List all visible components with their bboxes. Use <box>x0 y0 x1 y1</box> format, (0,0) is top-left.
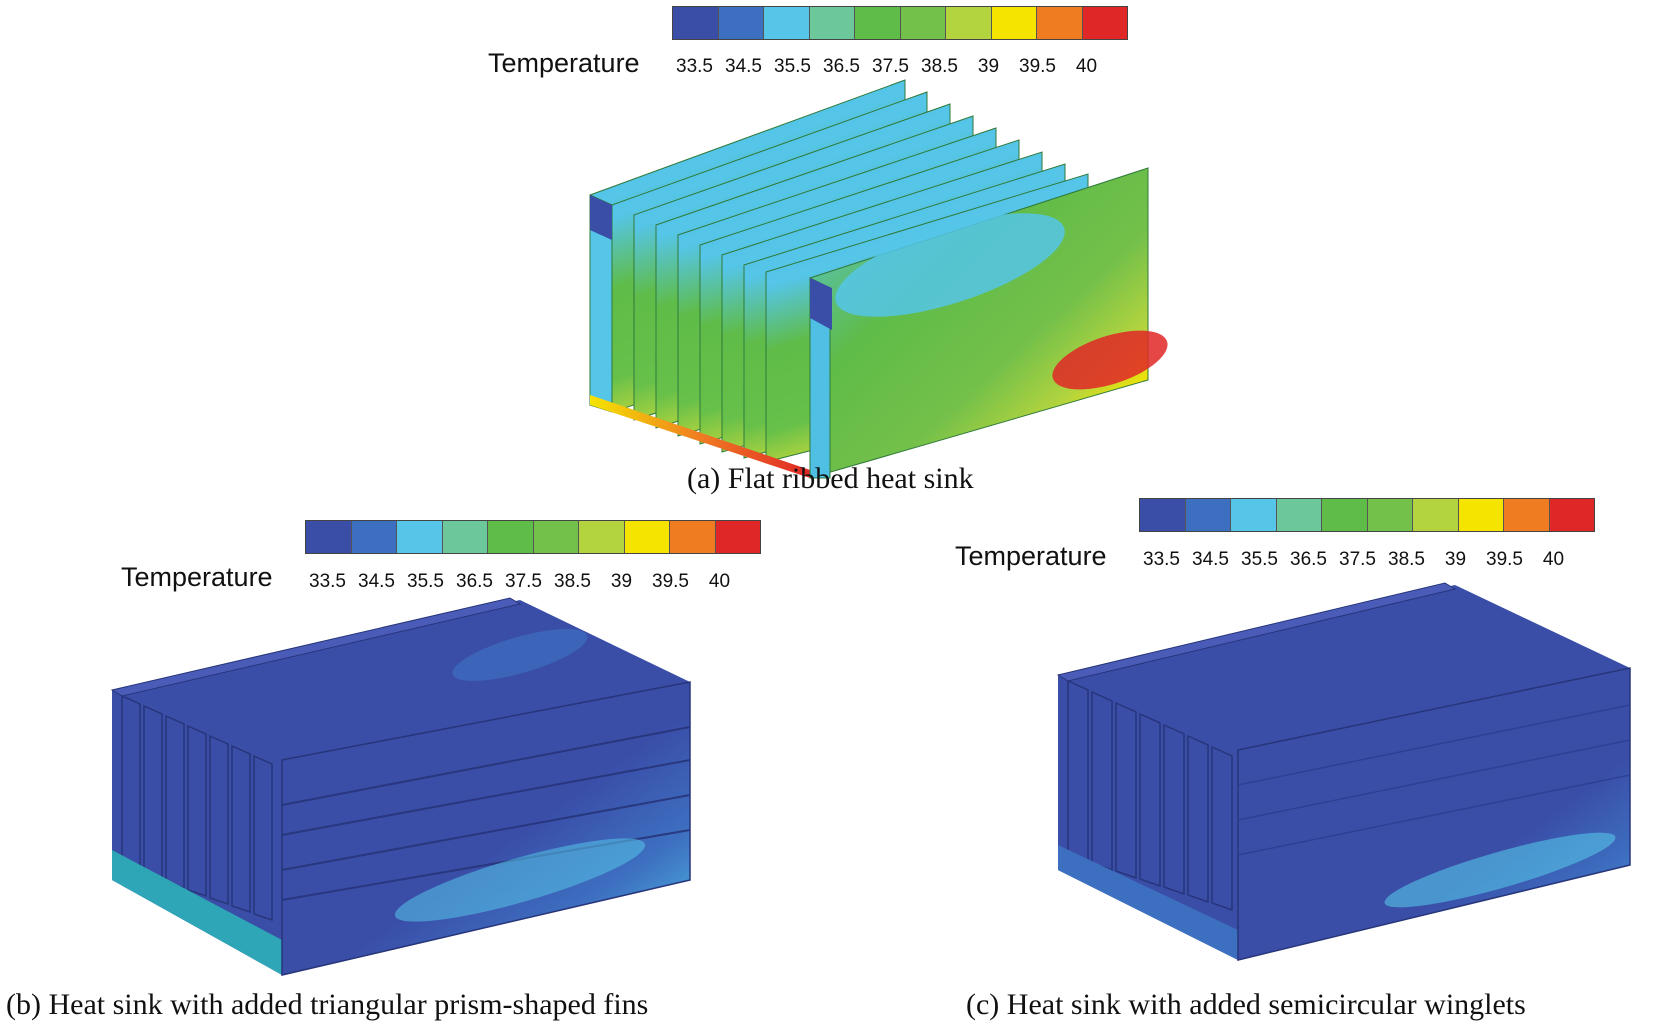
colorbar-swatch <box>1082 7 1127 39</box>
colorbar-tick-label: 35.5 <box>407 571 444 592</box>
colorbar-tick-label: 33.5 <box>309 571 346 592</box>
colorbar-swatch <box>1037 7 1083 39</box>
colorbar-swatch <box>442 521 488 553</box>
colorbar-tick-label: 39.5 <box>1019 56 1056 77</box>
colorbar-tick-label: 34.5 <box>358 571 395 592</box>
colorbar-tick-label: 36.5 <box>1290 549 1327 570</box>
colorbar-swatch <box>715 521 760 553</box>
colorbar-swatch <box>1504 499 1550 531</box>
colorbar-tick-label: 39 <box>610 571 633 592</box>
colorbar-swatch <box>1549 499 1594 531</box>
colorbar-swatch <box>1413 499 1459 531</box>
colorbar-swatch <box>1322 499 1368 531</box>
colorbar-swatch <box>533 521 579 553</box>
colorbar-swatch <box>855 7 901 39</box>
colorbar-swatch <box>809 7 855 39</box>
caption-c: (c) Heat sink with added semicircular wi… <box>966 988 1526 1021</box>
colorbar-swatch <box>1276 499 1322 531</box>
fins-a <box>589 79 1168 479</box>
colorbar-tick-label: 39 <box>977 56 1000 77</box>
colorbar-tick-label: 37.5 <box>872 56 909 77</box>
colorbar-tick-label: 34.5 <box>1192 549 1229 570</box>
colorbar-swatch <box>1367 499 1413 531</box>
colorbar-tick-label: 37.5 <box>505 571 542 592</box>
legend-title-c: Temperature <box>955 541 1107 571</box>
colorbar-b <box>305 520 761 554</box>
colorbar-tick-label: 35.5 <box>1241 549 1278 570</box>
colorbar-swatch <box>764 7 810 39</box>
colorbar-tick-label: 38.5 <box>921 56 958 77</box>
colorbar-swatch <box>670 521 716 553</box>
colorbar-swatch <box>1458 499 1504 531</box>
colorbar-tick-label: 33.5 <box>676 56 713 77</box>
colorbar-swatch <box>900 7 946 39</box>
colorbar-tick-label: 34.5 <box>725 56 762 77</box>
colorbar-tick-label: 35.5 <box>774 56 811 77</box>
caption-a: (a) Flat ribbed heat sink <box>687 462 974 495</box>
legend-title-b: Temperature <box>121 562 273 592</box>
legend-title-a: Temperature <box>488 48 640 78</box>
fins-c <box>1056 582 1631 961</box>
colorbar-swatch <box>579 521 625 553</box>
colorbar-tick-label: 38.5 <box>554 571 591 592</box>
colorbar-tick-label: 39.5 <box>1486 549 1523 570</box>
colorbar-swatch <box>488 521 534 553</box>
colorbar-swatch <box>1140 499 1186 531</box>
colorbar-swatch <box>397 521 443 553</box>
colorbar-swatch <box>351 521 397 553</box>
caption-b: (b) Heat sink with added triangular pris… <box>6 988 649 1021</box>
colorbar-swatch <box>673 7 719 39</box>
colorbar-c <box>1139 498 1595 532</box>
colorbar-swatch <box>1231 499 1277 531</box>
colorbar-swatch <box>946 7 992 39</box>
colorbar-tick-label: 40 <box>1075 56 1098 77</box>
colorbar-tick-label: 36.5 <box>823 56 860 77</box>
colorbar-a <box>672 6 1128 40</box>
colorbar-swatch <box>624 521 670 553</box>
colorbar-tick-label: 39 <box>1444 549 1467 570</box>
fins-b <box>110 597 691 976</box>
colorbar-tick-label: 37.5 <box>1339 549 1376 570</box>
colorbar-swatch <box>718 7 764 39</box>
colorbar-tick-label: 40 <box>1542 549 1565 570</box>
colorbar-ticks-b: 33.5 34.5 35.5 36.5 37.5 38.5 39 39.5 40 <box>303 571 744 593</box>
colorbar-tick-label: 36.5 <box>456 571 493 592</box>
colorbar-tick-label: 40 <box>708 571 731 592</box>
colorbar-tick-label: 33.5 <box>1143 549 1180 570</box>
colorbar-swatch <box>1185 499 1231 531</box>
colorbar-ticks-a: 33.5 34.5 35.5 36.5 37.5 38.5 39 39.5 40 <box>670 56 1111 78</box>
colorbar-tick-label: 38.5 <box>1388 549 1425 570</box>
colorbar-swatch <box>991 7 1037 39</box>
colorbar-tick-label: 39.5 <box>652 571 689 592</box>
colorbar-ticks-c: 33.5 34.5 35.5 36.5 37.5 38.5 39 39.5 40 <box>1137 549 1578 571</box>
colorbar-swatch <box>306 521 352 553</box>
